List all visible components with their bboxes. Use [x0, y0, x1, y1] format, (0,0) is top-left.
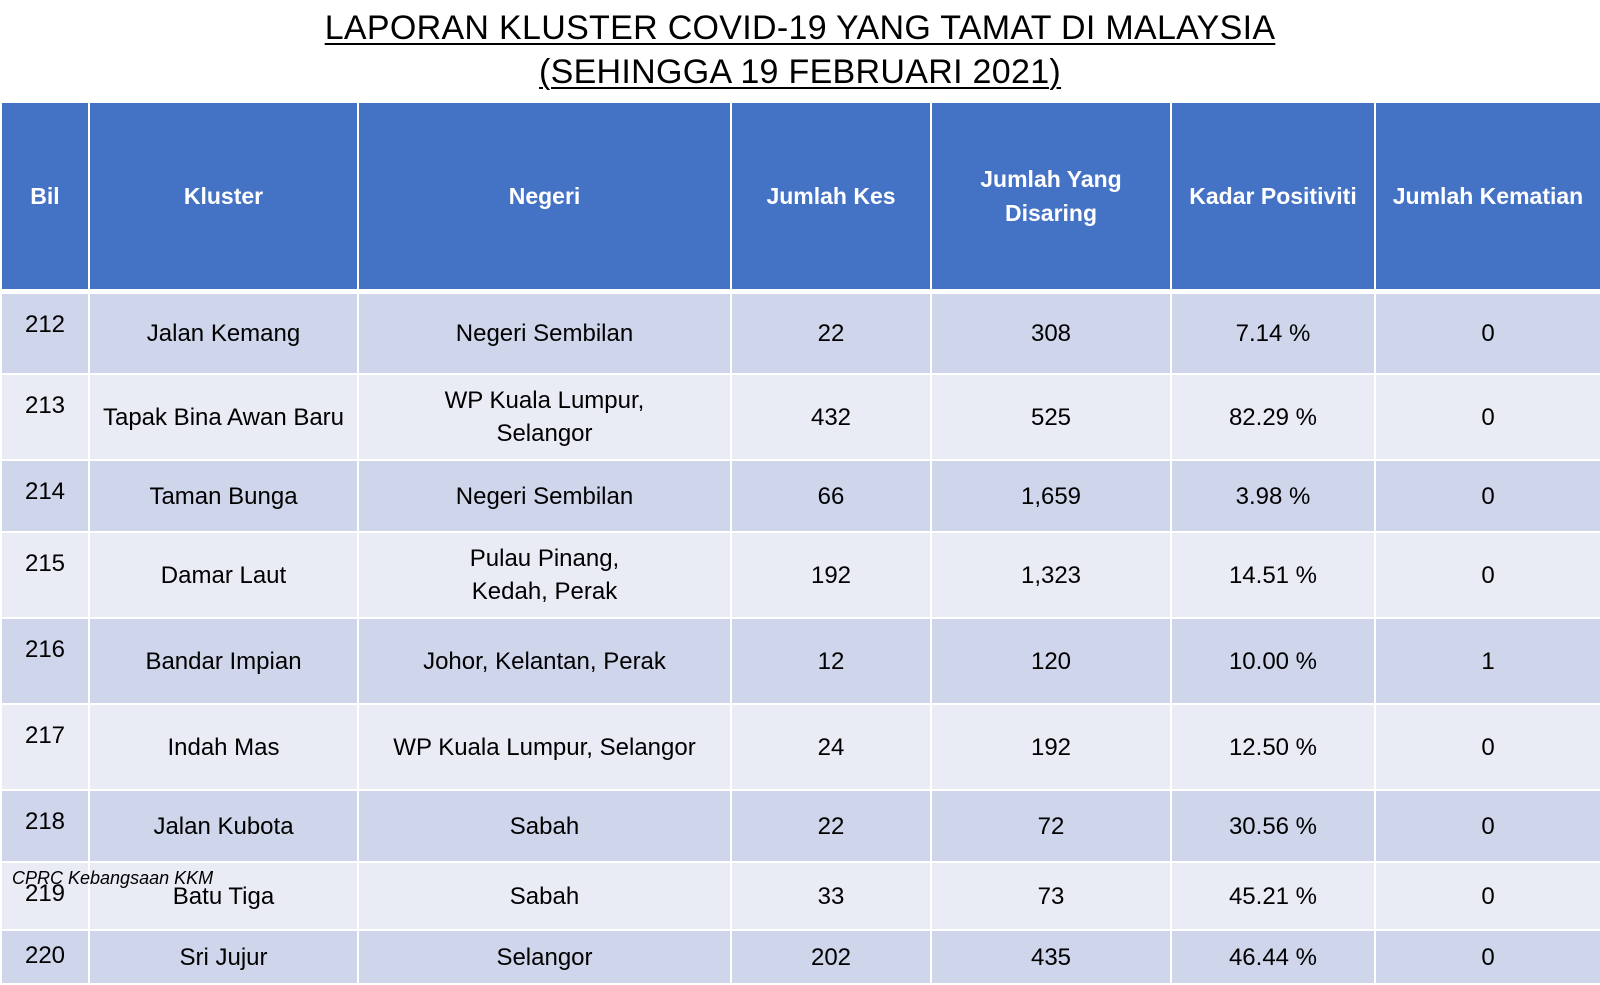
header-jumlah-disaring: Jumlah Yang Disaring: [930, 101, 1172, 294]
cell-bil: 220: [0, 929, 90, 985]
cell-negeri-line2: Kedah, Perak: [471, 578, 618, 605]
header-kadar-positiviti: Kadar Positiviti: [1170, 101, 1376, 294]
cell-kematian: 1: [1374, 617, 1600, 705]
cell-disaring: 192: [930, 703, 1172, 791]
table-row: 218 Jalan Kubota Sabah 22 72 30.56 % 0: [0, 789, 1600, 863]
cell-disaring: 435: [930, 929, 1172, 985]
cell-negeri: Sabah: [357, 861, 732, 931]
cell-kluster: Bandar Impian: [88, 617, 359, 705]
header-jumlah-disaring-line2: Disaring: [1004, 200, 1098, 226]
header-jumlah-kematian: Jumlah Kematian: [1374, 101, 1600, 294]
cell-kematian: 0: [1374, 703, 1600, 791]
title-line-1: LAPORAN KLUSTER COVID-19 YANG TAMAT DI M…: [0, 6, 1600, 50]
cell-bil: 215: [0, 531, 90, 619]
cell-kes: 202: [730, 929, 932, 985]
header-jumlah-kes: Jumlah Kes: [730, 101, 932, 294]
table-row: 214 Taman Bunga Negeri Sembilan 66 1,659…: [0, 459, 1600, 533]
cell-positiviti: 14.51 %: [1170, 531, 1376, 619]
header-negeri: Negeri: [357, 101, 732, 294]
cell-kematian: 0: [1374, 861, 1600, 931]
cell-positiviti: 30.56 %: [1170, 789, 1376, 863]
cell-kematian: 0: [1374, 531, 1600, 619]
cell-bil: 217: [0, 703, 90, 791]
header-jumlah-disaring-line1: Jumlah Yang: [980, 166, 1122, 192]
cell-kluster: Indah Mas: [88, 703, 359, 791]
cell-kes: 66: [730, 459, 932, 533]
cell-disaring: 1,659: [930, 459, 1172, 533]
cell-disaring: 120: [930, 617, 1172, 705]
title-text-1: LAPORAN KLUSTER COVID-19 YANG TAMAT DI M…: [324, 9, 1276, 47]
cell-disaring: 73: [930, 861, 1172, 931]
cell-disaring: 308: [930, 290, 1172, 375]
cell-kes: 24: [730, 703, 932, 791]
cell-positiviti: 46.44 %: [1170, 929, 1376, 985]
cell-negeri: WP Kuala Lumpur, Selangor: [357, 703, 732, 791]
cell-negeri: Johor, Kelantan, Perak: [357, 617, 732, 705]
cell-kluster: Jalan Kemang: [88, 290, 359, 375]
cell-kematian: 0: [1374, 373, 1600, 461]
cell-kes: 12: [730, 617, 932, 705]
cell-kluster: Damar Laut: [88, 531, 359, 619]
cell-negeri: WP Kuala Lumpur, Selangor: [357, 373, 732, 461]
title-line-2: (SEHINGGA 19 FEBRUARI 2021): [0, 50, 1600, 94]
cell-negeri: Selangor: [357, 929, 732, 985]
cell-disaring: 525: [930, 373, 1172, 461]
cell-positiviti: 82.29 %: [1170, 373, 1376, 461]
title-text-2: (SEHINGGA 19 FEBRUARI 2021): [538, 53, 1062, 91]
cell-positiviti: 10.00 %: [1170, 617, 1376, 705]
cell-bil: 213: [0, 373, 90, 461]
cell-negeri-line1: WP Kuala Lumpur,: [444, 387, 645, 414]
cell-positiviti: 45.21 %: [1170, 861, 1376, 931]
cell-kematian: 0: [1374, 290, 1600, 375]
cell-kes: 22: [730, 290, 932, 375]
cell-negeri-line1: Pulau Pinang,: [469, 545, 620, 572]
cell-kluster: Taman Bunga: [88, 459, 359, 533]
header-bil: Bil: [0, 101, 90, 294]
cell-kematian: 0: [1374, 929, 1600, 985]
cell-positiviti: 12.50 %: [1170, 703, 1376, 791]
table-header-row: Bil Kluster Negeri Jumlah Kes Jumlah Yan…: [0, 101, 1600, 294]
cell-negeri: Negeri Sembilan: [357, 459, 732, 533]
cell-negeri: Sabah: [357, 789, 732, 863]
cell-kematian: 0: [1374, 789, 1600, 863]
table-row: 215 Damar Laut Pulau Pinang, Kedah, Perak…: [0, 531, 1600, 619]
cell-kematian: 0: [1374, 459, 1600, 533]
cell-kes: 192: [730, 531, 932, 619]
source-note: CPRC Kebangsaan KKM: [12, 868, 214, 888]
table-row: 216 Bandar Impian Johor, Kelantan, Perak…: [0, 617, 1600, 705]
header-kluster: Kluster: [88, 101, 359, 294]
cell-bil: 212: [0, 290, 90, 375]
cell-kluster: Tapak Bina Awan Baru: [88, 373, 359, 461]
cell-kes: 33: [730, 861, 932, 931]
cell-kes: 22: [730, 789, 932, 863]
cell-positiviti: 3.98 %: [1170, 459, 1376, 533]
table-row: 217 Indah Mas WP Kuala Lumpur, Selangor …: [0, 703, 1600, 791]
cell-disaring: 72: [930, 789, 1172, 863]
cell-bil: 218: [0, 789, 90, 863]
table-row: 212 Jalan Kemang Negeri Sembilan 22 308 …: [0, 290, 1600, 375]
table-row: 219 Batu Tiga Sabah 33 73 45.21 % 0: [0, 861, 1600, 931]
cell-disaring: 1,323: [930, 531, 1172, 619]
cell-bil: 216: [0, 617, 90, 705]
cluster-table: Bil Kluster Negeri Jumlah Kes Jumlah Yan…: [0, 101, 1600, 985]
cell-negeri: Negeri Sembilan: [357, 290, 732, 375]
cell-bil: 214: [0, 459, 90, 533]
cell-positiviti: 7.14 %: [1170, 290, 1376, 375]
report-title: LAPORAN KLUSTER COVID-19 YANG TAMAT DI M…: [0, 6, 1600, 94]
cell-negeri-line2: Selangor: [496, 420, 593, 447]
table-row: 220 Sri Jujur Selangor 202 435 46.44 % 0: [0, 929, 1600, 985]
cell-kluster: Sri Jujur: [88, 929, 359, 985]
cell-negeri: Pulau Pinang, Kedah, Perak: [357, 531, 732, 619]
cell-kluster: Jalan Kubota: [88, 789, 359, 863]
cell-kes: 432: [730, 373, 932, 461]
table-row: 213 Tapak Bina Awan Baru WP Kuala Lumpur…: [0, 373, 1600, 461]
